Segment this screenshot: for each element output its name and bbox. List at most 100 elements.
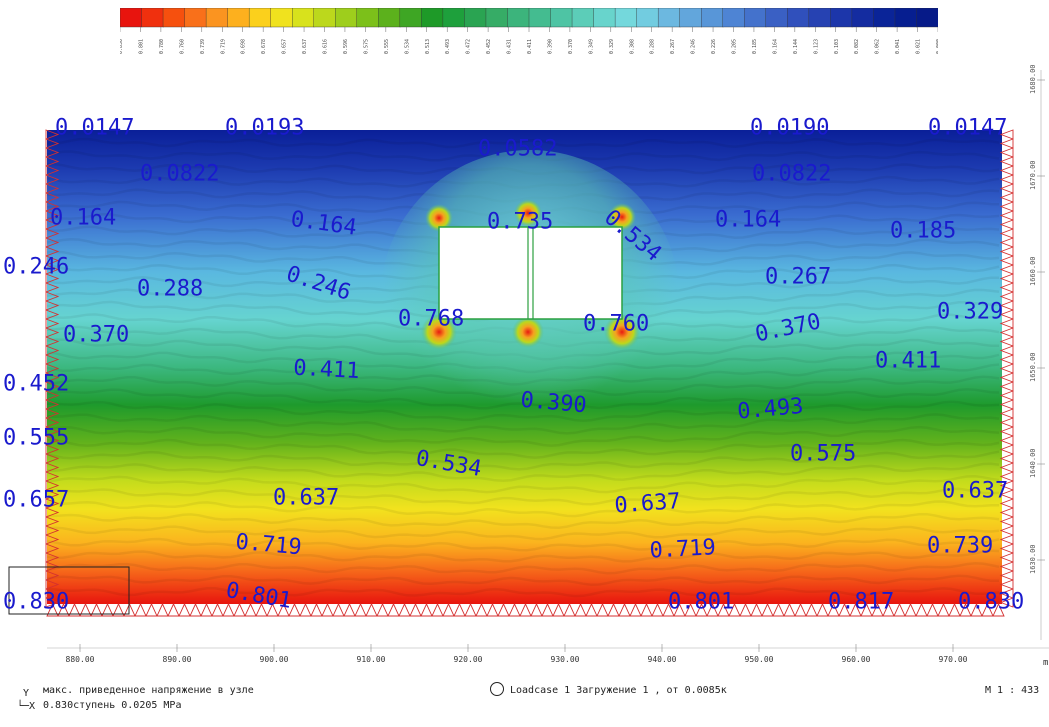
- color-legend-tick-label: 0.185: [752, 39, 758, 54]
- support-triangle: [321, 602, 334, 617]
- x-axis-tick-label: 880.00: [66, 655, 95, 664]
- support-triangle: [233, 602, 246, 617]
- support-triangle: [574, 602, 587, 617]
- color-legend-tick-label: 0.246: [691, 39, 697, 54]
- support-triangle: [999, 138, 1014, 149]
- support-triangle: [999, 237, 1014, 248]
- stress-value-label: 0.719: [234, 530, 302, 561]
- support-triangle: [999, 399, 1014, 410]
- stress-value-label: 0.830: [3, 590, 69, 615]
- support-triangle: [999, 489, 1014, 500]
- support-triangle: [45, 462, 60, 473]
- support-triangle: [904, 602, 917, 617]
- contour-band-line: [46, 587, 1000, 598]
- support-triangle: [706, 602, 719, 617]
- support-triangle: [310, 602, 323, 617]
- color-legend-tick-label: 0.830: [120, 39, 124, 54]
- support-triangle: [999, 129, 1014, 140]
- color-legend-tick-label: 0.657: [282, 39, 288, 54]
- support-triangle: [123, 602, 136, 617]
- support-triangle: [999, 174, 1014, 185]
- y-axis-tick-label: 1640.00: [1029, 448, 1037, 478]
- support-triangle: [277, 602, 290, 617]
- support-triangle: [156, 602, 169, 617]
- color-legend-tick-label: 0.123: [813, 39, 819, 54]
- support-triangle: [45, 390, 60, 401]
- support-triangle: [45, 246, 60, 257]
- color-legend-tick-label: 0.144: [793, 39, 799, 54]
- support-triangle: [772, 602, 785, 617]
- color-legend-tick-label: 0.226: [711, 39, 717, 54]
- support-triangle: [299, 602, 312, 617]
- support-triangle: [629, 602, 642, 617]
- stress-value-label: 0.768: [398, 307, 464, 332]
- support-triangle: [871, 602, 884, 617]
- support-triangle: [332, 602, 345, 617]
- support-triangle: [45, 183, 60, 194]
- rectangular-opening[interactable]: [438, 226, 623, 320]
- support-triangle: [46, 602, 59, 617]
- color-legend-tick-label: 0.555: [384, 39, 390, 54]
- support-triangle: [999, 219, 1014, 230]
- support-triangle: [45, 255, 60, 266]
- stress-hotspot: [425, 204, 453, 232]
- support-triangle: [981, 602, 994, 617]
- support-triangle: [45, 174, 60, 185]
- support-triangle: [999, 309, 1014, 320]
- color-legend-tick-label: 0.431: [507, 39, 513, 54]
- stress-value-label: 0.164: [50, 206, 116, 231]
- support-triangle: [45, 273, 60, 284]
- color-legend-tick-label: 0.021: [916, 39, 922, 54]
- support-triangle: [45, 147, 60, 158]
- stress-value-label: 0.329: [937, 300, 1003, 325]
- support-triangle: [761, 602, 774, 617]
- contour-band-line: [46, 574, 1000, 586]
- support-triangle: [999, 273, 1014, 284]
- support-triangle: [596, 602, 609, 617]
- support-triangle: [266, 602, 279, 617]
- support-triangle: [999, 498, 1014, 509]
- support-triangle: [860, 602, 873, 617]
- support-triangle: [838, 602, 851, 617]
- stress-hotspot: [604, 314, 640, 350]
- support-triangle: [999, 372, 1014, 383]
- selection-box[interactable]: [8, 566, 130, 615]
- color-legend-tick-label: 0.041: [895, 39, 901, 54]
- stress-value-label: 0.830: [958, 590, 1024, 615]
- stress-value-label: 0.0193: [225, 116, 304, 141]
- support-triangle: [684, 602, 697, 617]
- support-triangle: [662, 602, 675, 617]
- support-triangle: [45, 435, 60, 446]
- support-triangle: [728, 602, 741, 617]
- support-triangle: [992, 602, 1005, 617]
- stress-value-label: 0.493: [736, 394, 804, 425]
- support-triangle: [453, 602, 466, 617]
- x-axis-tick-label: 970.00: [939, 655, 968, 664]
- y-axis-tick-label: 1630.00: [1029, 544, 1037, 574]
- color-legend-tick-label: 0.205: [732, 39, 738, 54]
- support-triangle: [970, 602, 983, 617]
- y-axis-tick-label: 1680.00: [1029, 64, 1037, 94]
- stress-value-label: 0.801: [668, 590, 734, 615]
- support-triangle: [999, 363, 1014, 374]
- support-triangle: [45, 210, 60, 221]
- contour-band-line: [46, 512, 1000, 529]
- support-triangle: [222, 602, 235, 617]
- support-triangle: [45, 372, 60, 383]
- stress-value-label: 0.0822: [140, 162, 219, 187]
- support-triangle: [999, 417, 1014, 428]
- support-triangle: [486, 602, 499, 617]
- support-triangle: [189, 602, 202, 617]
- support-triangle: [999, 507, 1014, 518]
- stress-value-label: 0.637: [614, 489, 682, 519]
- support-triangle: [200, 602, 213, 617]
- support-triangle: [178, 602, 191, 617]
- support-triangle: [999, 597, 1014, 608]
- result-description: макс. приведенное напряжение в узле: [43, 685, 254, 696]
- stress-hotspot: [514, 199, 542, 227]
- support-triangle: [442, 602, 455, 617]
- support-triangle: [45, 309, 60, 320]
- support-triangle: [999, 480, 1014, 491]
- color-legend-tick-label: 0.082: [854, 39, 860, 54]
